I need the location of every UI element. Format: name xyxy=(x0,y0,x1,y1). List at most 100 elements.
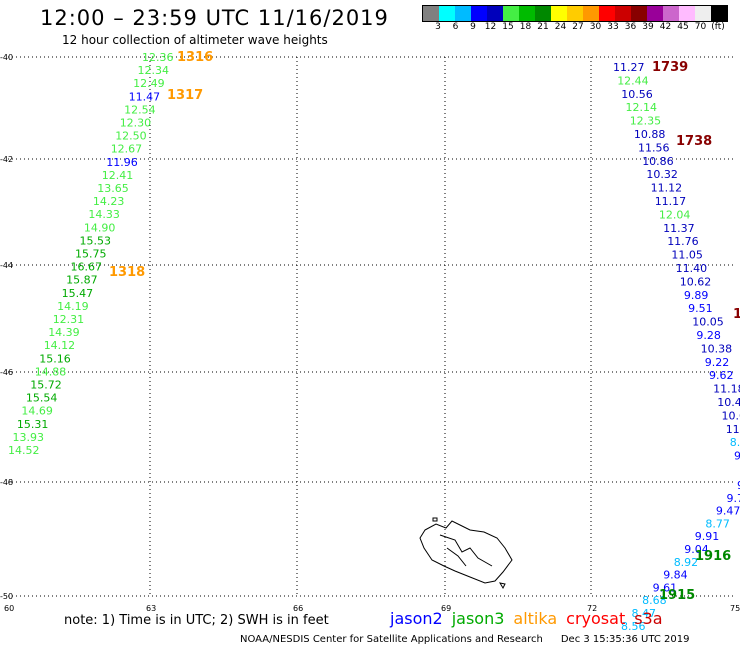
pass-time-label: 1316 xyxy=(177,50,213,65)
generated-timestamp: Dec 3 15:35:36 UTC 2019 xyxy=(560,634,690,645)
wave-height-value: 15.75 xyxy=(75,248,107,261)
wave-height-value: 9.84 xyxy=(663,569,688,582)
satellite-jason3: jason3 xyxy=(451,609,505,628)
color-swatch xyxy=(647,6,663,21)
wave-height-value: 13.93 xyxy=(13,431,45,444)
longitude-label: 69 xyxy=(441,604,451,613)
color-scale-bar xyxy=(422,5,728,22)
wave-height-value: 9.74 xyxy=(727,492,740,505)
color-scale-label: 6 xyxy=(452,22,459,32)
color-scale-label: 33 xyxy=(607,22,619,32)
satellite-cryosat: cryosat xyxy=(566,609,626,628)
wave-height-value: 12.50 xyxy=(115,130,147,143)
color-swatch xyxy=(535,6,551,21)
latitude-label: -40 xyxy=(0,53,13,62)
color-swatch xyxy=(631,6,647,21)
wave-height-value: 12.31 xyxy=(53,313,84,326)
latitude-label: -44 xyxy=(0,261,13,270)
color-swatch xyxy=(487,6,503,21)
wave-height-value: 15.16 xyxy=(39,352,71,365)
wave-height-value: 9.04 xyxy=(684,543,709,556)
color-scale-label: 9 xyxy=(470,22,476,32)
credit-text: NOAA/NESDIS Center for Satellite Applica… xyxy=(240,634,543,645)
wave-height-value: 14.39 xyxy=(48,326,79,339)
footer-credit: NOAA/NESDIS Center for Satellite Applica… xyxy=(240,634,689,645)
color-scale-label: 70 xyxy=(694,22,707,32)
wave-height-value: 11.76 xyxy=(667,235,699,248)
wave-height-value: 9.51 xyxy=(688,302,713,315)
wave-height-value: 9 xyxy=(734,450,740,463)
color-swatch xyxy=(695,6,711,21)
color-scale-label: 24 xyxy=(554,22,567,32)
kerguelen-island-outline xyxy=(419,517,513,590)
satellite-jason2: jason2 xyxy=(390,609,443,628)
wave-height-value: 10.86 xyxy=(642,155,674,168)
page-subtitle: 12 hour collection of altimeter wave hei… xyxy=(62,33,328,47)
wave-height-value: 9.89 xyxy=(684,289,709,302)
color-scale-label: 18 xyxy=(519,22,532,32)
pass-time-label: 1738 xyxy=(676,134,712,149)
wave-height-value: 8.77 xyxy=(705,517,730,530)
pass-time-label: 1 xyxy=(733,307,740,322)
color-scale-label: 36 xyxy=(624,22,637,32)
pass-time-label: 1916 xyxy=(695,549,731,564)
wave-height-value: 12.30 xyxy=(120,117,152,130)
color-swatch xyxy=(679,6,695,21)
wave-height-value: 9.22 xyxy=(705,356,730,369)
pass-time-label: 1318 xyxy=(109,265,145,280)
map-grid xyxy=(8,56,734,597)
wave-height-value: 10.32 xyxy=(646,168,678,181)
color-scale-label: 12 xyxy=(484,22,497,32)
wave-height-value: 15.87 xyxy=(66,274,98,287)
satellite-altika: altika xyxy=(513,609,558,628)
wave-height-value: 14.52 xyxy=(8,444,40,457)
wave-height-value: 11.37 xyxy=(663,222,695,235)
color-scale-label: (ft) xyxy=(711,22,725,32)
wave-height-value: 10.38 xyxy=(701,342,733,355)
wave-height-value: 11.27 xyxy=(613,61,645,74)
longitude-label: 66 xyxy=(293,604,303,613)
wave-height-value: 9.91 xyxy=(695,530,720,543)
island-islet xyxy=(498,582,506,590)
island-inlet xyxy=(439,534,493,567)
wave-height-values: 12.3612.3412.4911.4712.5412.3012.5012.67… xyxy=(8,51,740,633)
color-swatch xyxy=(423,6,439,21)
color-scale-label: 21 xyxy=(537,22,549,32)
wave-height-value: 15.47 xyxy=(62,287,94,300)
latitude-label: -48 xyxy=(0,478,13,487)
wave-height-value: 8.92 xyxy=(674,556,699,569)
pass-time-label: 1915 xyxy=(659,588,695,603)
wave-height-value: 12.34 xyxy=(138,64,170,77)
wave-height-value: 9.61 xyxy=(653,581,678,594)
color-swatch xyxy=(439,6,455,21)
wave-height-value: 8.47 xyxy=(632,607,657,620)
wave-height-value: 11.1 xyxy=(726,423,740,436)
wave-height-value: 12.67 xyxy=(111,143,143,156)
wave-height-value: 15.54 xyxy=(26,392,58,405)
wave-height-value: 13.65 xyxy=(97,182,129,195)
wave-height-value: 10.88 xyxy=(634,128,666,141)
wave-height-value: 12.14 xyxy=(626,101,658,114)
color-scale-label: 3 xyxy=(435,22,441,32)
color-scale-label: 42 xyxy=(659,22,672,32)
footer-note: note: 1) Time is in UTC; 2) SWH is in fe… xyxy=(64,613,329,628)
color-swatch xyxy=(503,6,519,21)
wave-height-value: 12.36 xyxy=(142,51,174,64)
color-scale-labels: 3 6 9 12 15 18 21 24 27 30 33 36 39 42 45 70 (ft) xyxy=(422,22,740,34)
wave-height-value: 14.90 xyxy=(84,221,116,234)
pass-time-label: 1739 xyxy=(652,60,688,75)
color-swatch xyxy=(567,6,583,21)
pass-time-label: 1317 xyxy=(167,88,203,103)
color-swatch xyxy=(471,6,487,21)
wave-height-value: 15.53 xyxy=(80,234,112,247)
wave-height-value: 10.48 xyxy=(717,396,740,409)
color-scale-label: 45 xyxy=(677,22,689,32)
latitude-label: -46 xyxy=(0,368,13,377)
time-labels: 1316 1317 1318 1739 1738 1 1916 1915 xyxy=(109,50,740,603)
wave-height-value: 9.62 xyxy=(709,369,734,382)
wave-height-value: 12.04 xyxy=(659,208,691,221)
wave-height-value: 15.31 xyxy=(17,418,49,431)
wave-height-value: 11.96 xyxy=(106,156,138,169)
wave-height-value: 10.63 xyxy=(722,409,740,422)
